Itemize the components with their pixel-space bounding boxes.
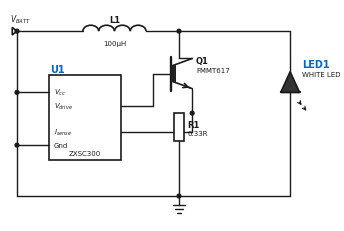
Text: WHITE LED: WHITE LED	[302, 71, 341, 77]
Text: $V_{BATT}$: $V_{BATT}$	[10, 13, 32, 25]
Text: Q1: Q1	[196, 57, 209, 66]
Polygon shape	[281, 72, 300, 93]
Circle shape	[177, 194, 181, 198]
Text: 0.33R: 0.33R	[187, 130, 208, 136]
Circle shape	[15, 91, 19, 95]
Text: FMMT617: FMMT617	[196, 67, 230, 73]
Bar	[49, 76, 121, 161]
Text: $I_{sense}$: $I_{sense}$	[54, 127, 72, 137]
Circle shape	[15, 144, 19, 147]
Text: 100μH: 100μH	[103, 40, 126, 46]
Text: $V_{cc}$: $V_{cc}$	[54, 88, 66, 98]
Text: ZXSC300: ZXSC300	[69, 150, 101, 156]
Text: Gnd: Gnd	[54, 143, 68, 149]
Circle shape	[190, 112, 194, 116]
Bar	[174, 114, 184, 142]
Text: U1: U1	[50, 64, 65, 74]
Bar	[171, 66, 176, 83]
Text: R1: R1	[187, 120, 200, 129]
Text: $V_{drive}$: $V_{drive}$	[54, 101, 73, 111]
Text: LED1: LED1	[302, 60, 330, 70]
Text: L1: L1	[109, 15, 120, 24]
Polygon shape	[12, 28, 17, 36]
Circle shape	[15, 30, 19, 34]
Circle shape	[177, 30, 181, 34]
